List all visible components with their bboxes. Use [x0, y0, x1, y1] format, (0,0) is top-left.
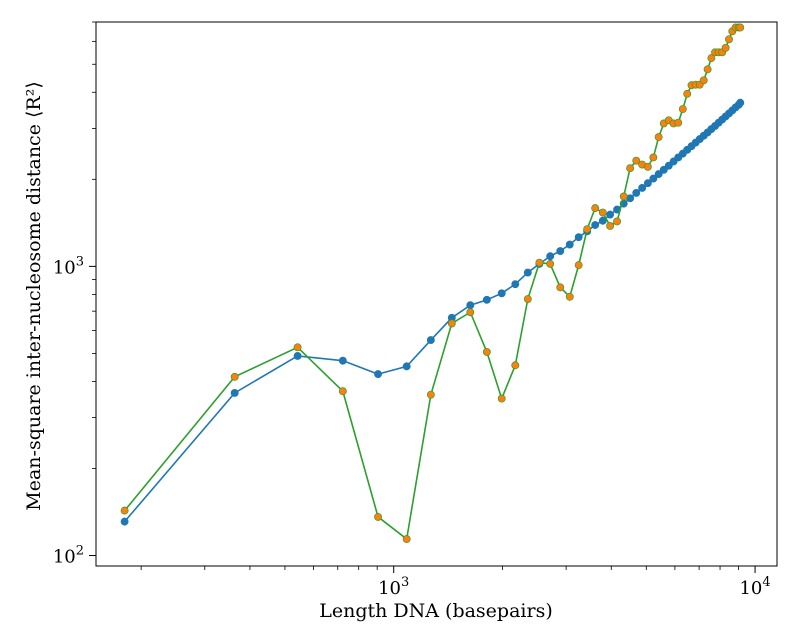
series-2-point	[574, 261, 583, 270]
series-2-point	[230, 372, 239, 381]
series-2-point	[482, 347, 491, 356]
series-2-point	[703, 65, 712, 74]
series-2	[120, 23, 745, 544]
x-axis-title: Length DNA (basepairs)	[319, 600, 553, 622]
series-1-point	[230, 388, 239, 397]
series-2-point	[626, 164, 635, 173]
series-1-point	[565, 240, 574, 249]
series-2-point	[654, 133, 663, 142]
series-2-point	[721, 43, 730, 52]
series-2-point	[497, 394, 506, 403]
series-1-point	[426, 336, 435, 345]
series-1-point	[293, 352, 302, 360]
y-tick-label: 103	[53, 254, 84, 278]
plot-frame	[95, 21, 778, 567]
series-2-point	[649, 153, 658, 162]
series-1-point	[402, 362, 411, 371]
x-axis: 103 104	[140, 566, 771, 599]
series-2-point	[674, 118, 683, 127]
series-2-point	[632, 156, 641, 165]
series-2-point	[466, 308, 475, 317]
series-2-point	[613, 217, 621, 226]
series-1-point	[649, 174, 658, 183]
series-2-point	[338, 387, 347, 396]
series-1-point	[556, 247, 565, 255]
series-2-point	[619, 192, 628, 201]
plot-area	[120, 23, 745, 544]
y-axis: 102 103	[53, 21, 96, 568]
series-2-point	[683, 89, 692, 98]
series-1-point	[482, 295, 491, 304]
series-2-point	[598, 208, 607, 217]
series-2-point	[511, 361, 520, 370]
series-1-point	[643, 179, 652, 188]
x-tick-label: 104	[739, 575, 770, 599]
series-2-point	[546, 259, 555, 268]
series-1-point	[374, 370, 383, 379]
x-tick-label: 103	[378, 575, 409, 599]
series-1	[120, 98, 745, 526]
series-2-point	[606, 221, 615, 230]
series-1-point	[511, 280, 520, 289]
series-2-point	[556, 283, 565, 292]
series-1-point	[654, 170, 663, 179]
series-2-point	[725, 35, 733, 44]
series-2-point	[402, 535, 411, 544]
series-1-point	[736, 98, 745, 107]
series-2-point	[591, 204, 600, 213]
series-1-point	[120, 517, 129, 526]
series-1-point	[497, 289, 506, 298]
series-2-point	[374, 512, 383, 521]
series-1-point	[632, 188, 641, 197]
series-2-point	[699, 76, 708, 85]
series-2-point	[678, 105, 687, 113]
series-1-point	[638, 183, 647, 192]
series-2-point	[293, 343, 302, 352]
series-2-point	[583, 225, 592, 234]
series-1-point	[606, 210, 615, 219]
series-2-point	[535, 258, 544, 267]
series-1-point	[466, 301, 475, 310]
series-2-line	[123, 26, 741, 541]
series-1-point	[546, 252, 555, 261]
series-2-point	[643, 162, 652, 171]
series-2-point	[426, 390, 435, 399]
series-2-point	[120, 506, 129, 515]
series-1-point	[338, 356, 347, 365]
series-2-point	[523, 295, 532, 303]
series-2-point	[565, 292, 574, 301]
series-2-point	[736, 23, 745, 32]
series-2-point	[707, 54, 716, 63]
series-1-point	[591, 221, 600, 229]
y-axis-title: Mean-square inter-nucleosome distance ⟨R…	[23, 81, 45, 510]
series-1-point	[574, 233, 583, 242]
series-1-point	[523, 268, 532, 277]
y-tick-label: 102	[53, 544, 84, 568]
series-2-point	[447, 319, 456, 328]
